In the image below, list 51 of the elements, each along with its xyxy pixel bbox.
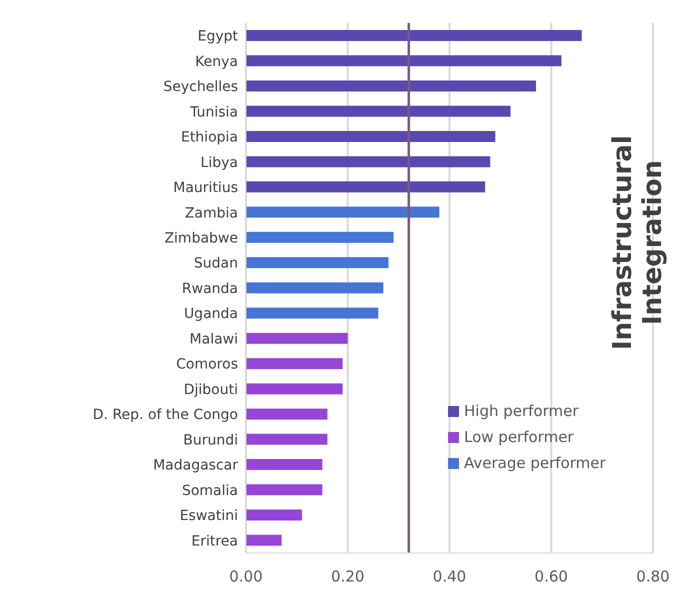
bar	[246, 510, 302, 521]
y-tick-label: Kenya	[195, 54, 238, 70]
bar	[246, 206, 440, 218]
y-tick-label: Eritrea	[191, 533, 238, 550]
x-tick-label: 0.80	[636, 568, 670, 586]
y-tick-label: Uganda	[184, 306, 238, 322]
y-tick-label: Zimbabwe	[164, 230, 238, 246]
bar	[246, 408, 328, 420]
y-tick-label: Libya	[200, 154, 238, 171]
y-tick-label: Djibouti	[184, 382, 238, 398]
y-tick-label: Malawi	[190, 331, 238, 348]
x-tick-label: 0.60	[534, 568, 568, 586]
y-tick-label: Burundi	[183, 432, 238, 448]
y-tick-label: Egypt	[198, 28, 238, 45]
bar	[246, 484, 322, 496]
bar	[246, 106, 511, 117]
bar	[246, 55, 562, 66]
bar	[246, 434, 328, 445]
bar	[246, 383, 343, 394]
bar	[246, 358, 343, 370]
bar	[246, 534, 282, 546]
legend-label: Average performer	[464, 454, 606, 472]
y-tick-label: Zambia	[184, 205, 238, 222]
text: Infrastructural Integration	[608, 134, 668, 352]
y-tick-label: Sudan	[194, 256, 238, 272]
y-tick-label: Somalia	[182, 482, 238, 499]
y-tick-label: Rwanda	[182, 280, 238, 297]
y-tick-label: Tunisia	[189, 104, 238, 120]
legend-label: Low performer	[464, 428, 574, 446]
bar	[246, 282, 384, 294]
x-tick-label: 0.40	[432, 568, 466, 586]
bar	[246, 30, 582, 41]
y-tick-label: Mauritius	[173, 180, 238, 196]
legend-label: High performer	[464, 402, 579, 420]
y-tick-label: Seychelles	[163, 79, 238, 96]
bar	[246, 232, 394, 243]
bar	[246, 130, 496, 142]
bar	[246, 308, 378, 319]
y-tick-label: Madagascar	[153, 458, 238, 474]
y-tick-label: D. Rep. of the Congo	[92, 407, 238, 424]
bar	[246, 80, 536, 92]
bar	[246, 459, 322, 470]
y-tick-label: Comoros	[176, 356, 238, 373]
bar	[246, 332, 348, 344]
bar	[246, 257, 388, 268]
bar	[246, 181, 486, 192]
x-tick-label: 0.20	[331, 568, 364, 586]
bar	[246, 156, 490, 168]
y-tick-label: Ethiopia	[180, 130, 238, 146]
y-tick-label: Eswatini	[180, 508, 238, 524]
x-tick-label: 0.00	[229, 568, 263, 586]
